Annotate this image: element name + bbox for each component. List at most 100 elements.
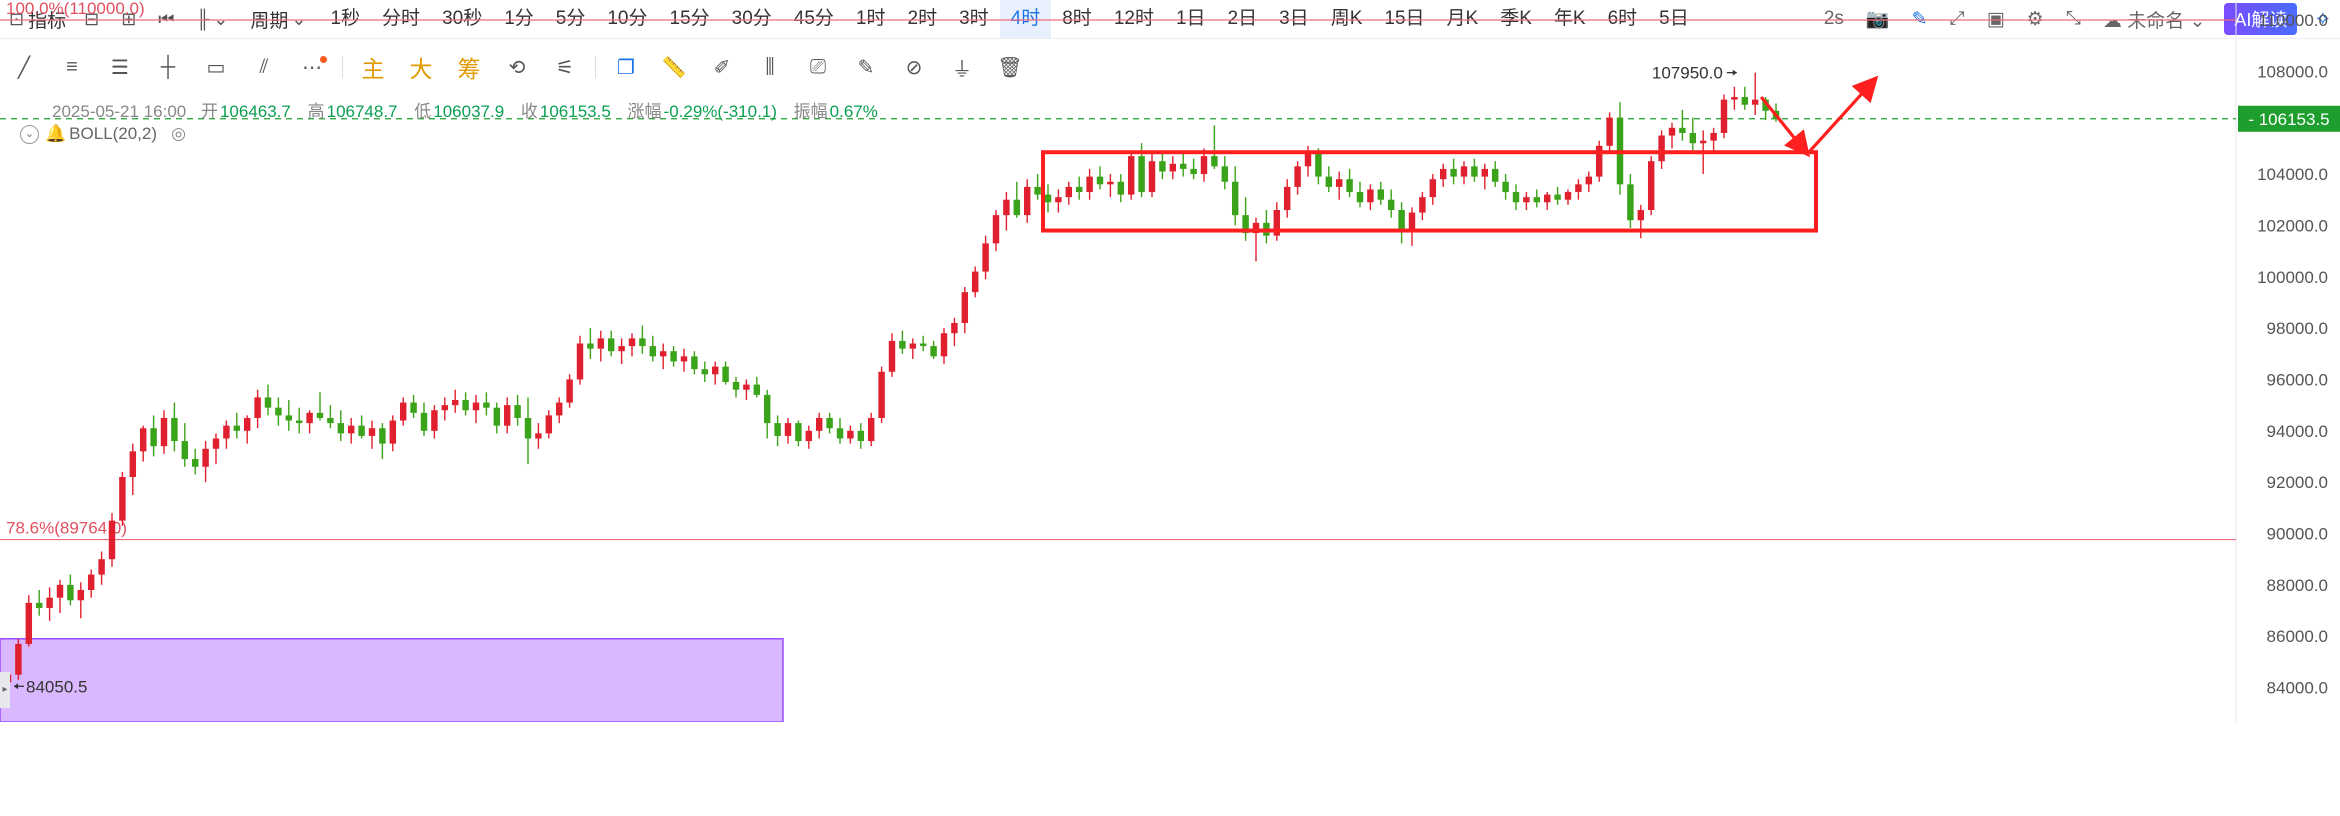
candle-body-25 <box>264 397 272 408</box>
settings-icon[interactable]: ⚙ <box>2026 8 2044 30</box>
candle-body-71 <box>743 384 750 390</box>
period-tab-14[interactable]: 12时 <box>1113 8 1154 29</box>
period-tab-9[interactable]: 1时 <box>855 8 886 29</box>
expand-icon[interactable]: ⤡ <box>2065 8 2081 29</box>
parallel-lines-icon[interactable]: ≡ <box>66 55 78 78</box>
y-tick-7: 98000.0 <box>2267 319 2328 338</box>
ai-read-button[interactable]: AI解读 <box>2224 3 2298 35</box>
open-value: 106463.7 <box>219 102 291 121</box>
period-tabs: 1秒 分时 30秒 1分 5分 10分 15分 30分 45分 1时 2时 3时 4时 8时 12时 1日 2日… <box>319 0 1699 38</box>
candle-body-45 <box>472 402 480 411</box>
candle-body-44 <box>462 399 469 411</box>
bell-icon[interactable]: 🔔 <box>45 124 67 143</box>
lock-icon[interactable]: ⊘ <box>905 56 923 79</box>
share-icon[interactable]: ⟡ <box>2316 8 2329 29</box>
replay-button[interactable]: ⏮ <box>149 0 187 38</box>
drawing-toolbar: ╱ ≡ ☰ ┼ ▭ ⫽ ⋯ 主 大 筹 ⟲ ⚟ ❐ 📏 ✐ ⫼ ⎚ ✎ ⊘ ⏚ … <box>0 40 2340 94</box>
rectangle-icon[interactable]: ▭ <box>206 56 226 79</box>
period-dropdown[interactable]: 周期 ⌄ <box>241 0 319 38</box>
candle-body-105 <box>1096 176 1104 185</box>
boll-legend[interactable]: ⌄ 🔔 BOLL(20,2) ◎ <box>20 124 186 144</box>
collapse-icon[interactable]: ⌄ <box>20 124 39 144</box>
period-tab-24[interactable]: 5日 <box>1659 8 1689 29</box>
more-icon[interactable]: ⋯ <box>288 47 336 87</box>
candle-body-102 <box>1065 186 1073 198</box>
measure-icon[interactable]: ⚟ <box>556 56 574 79</box>
main-force-button[interactable]: 主 <box>361 56 385 82</box>
period-tab-21[interactable]: 季K <box>1500 8 1532 29</box>
period-tab-15[interactable]: 1日 <box>1175 8 1206 29</box>
period-tab-22[interactable]: 年K <box>1553 8 1586 29</box>
period-tab-2[interactable]: 30秒 <box>442 8 483 29</box>
candle-body-164 <box>1710 132 1717 141</box>
notes-icon[interactable]: ✎ <box>857 56 875 79</box>
candle-body-56 <box>587 343 594 349</box>
candle-body-66 <box>691 356 698 370</box>
filter-icon[interactable]: ⏚ <box>952 58 972 81</box>
period-tab-3[interactable]: 1分 <box>504 8 534 29</box>
period-tab-11[interactable]: 3时 <box>959 8 989 29</box>
pencil-icon[interactable]: ✎ <box>1911 8 1928 30</box>
candle-body-62 <box>649 346 657 357</box>
period-tab-17[interactable]: 3日 <box>1279 8 1309 29</box>
chip-button[interactable]: 筹 <box>457 56 481 82</box>
multi-chart-button[interactable]: ⊞ <box>112 0 149 38</box>
fib-label-1: 78.6%(89764.0) <box>6 519 127 538</box>
period-tab-18[interactable]: 周K <box>1330 8 1363 29</box>
candle-body-106 <box>1107 181 1114 185</box>
period-tab-4[interactable]: 5分 <box>555 8 586 29</box>
low-key: 低 <box>414 102 432 121</box>
candle-body-156 <box>1627 184 1634 221</box>
big-order-button[interactable]: 大 <box>409 56 433 82</box>
candle-body-51 <box>535 433 542 439</box>
candle-body-130 <box>1356 192 1364 203</box>
copy-icon[interactable]: ❐ <box>617 56 635 79</box>
period-tab-23[interactable]: 6时 <box>1607 8 1638 29</box>
candles-icon: ╟ <box>196 8 210 29</box>
period-tab-13[interactable]: 8时 <box>1062 8 1092 29</box>
candle-body-107 <box>1117 181 1125 195</box>
hline-icon[interactable]: ┼ <box>160 55 176 78</box>
period-tab-8[interactable]: 45分 <box>793 8 834 29</box>
ruler-icon[interactable]: 📏 <box>661 56 687 79</box>
candlestick-chart[interactable]: 100.0%(110000.0) 78.6%(89764.0) 84000.0 860… <box>0 0 2340 722</box>
fullscreen-icon[interactable]: ⤢ <box>1949 8 1965 29</box>
pen-icon[interactable]: ✐ <box>713 56 731 79</box>
layout-name: 未命名 <box>2127 10 2185 32</box>
period-tab-5[interactable]: 10分 <box>607 8 648 29</box>
template-icon[interactable]: ▣ <box>1986 8 2005 30</box>
chart-type-button[interactable]: ╟ ⌄ <box>188 0 242 38</box>
period-tab-1[interactable]: 分时 <box>382 8 421 29</box>
period-tab-16[interactable]: 2日 <box>1227 8 1258 29</box>
candle-body-70 <box>732 382 740 390</box>
eye-off-icon[interactable]: ◎ <box>171 124 186 143</box>
horizontal-lines-icon[interactable]: ☰ <box>111 56 129 79</box>
candle-body-122 <box>1273 209 1281 236</box>
period-tab-19[interactable]: 15日 <box>1384 8 1425 29</box>
candle-body-112 <box>1169 163 1177 172</box>
candle-body-168 <box>1751 99 1759 105</box>
period-tab-6[interactable]: 15分 <box>669 8 710 29</box>
period-tab-0[interactable]: 1秒 <box>330 8 361 29</box>
candle-pattern-icon[interactable]: ⫼ <box>765 55 775 78</box>
indicator-label: 指标 <box>28 10 67 32</box>
period-tab-20[interactable]: 月K <box>1446 8 1479 29</box>
fib-icon[interactable]: ⫽ <box>259 55 269 78</box>
candle-body-165 <box>1720 99 1728 133</box>
candle-body-86 <box>899 340 906 349</box>
period-tab-10[interactable]: 2时 <box>907 8 938 29</box>
layout-name-button[interactable]: ☁ 未命名 ⌄ <box>2092 6 2217 33</box>
magnet-icon[interactable]: ⟲ <box>508 56 526 79</box>
left-panel-handle[interactable]: ▸ <box>0 672 10 708</box>
trash-icon[interactable]: 🗑 <box>997 56 1023 79</box>
candle-body-23 <box>243 417 251 431</box>
candle-body-36 <box>379 428 386 444</box>
period-tab-12[interactable]: 4时 <box>999 0 1052 38</box>
candle-body-103 <box>1075 186 1083 193</box>
trendline-icon[interactable]: ╱ <box>17 56 31 79</box>
indicator-button[interactable]: ⊡ 指标 <box>0 0 75 38</box>
candle-body-151 <box>1575 184 1582 193</box>
save-layout-button[interactable]: ⊟ <box>75 0 112 38</box>
period-tab-7[interactable]: 30分 <box>731 8 772 29</box>
delete-one-icon[interactable]: ⎚ <box>810 55 826 78</box>
